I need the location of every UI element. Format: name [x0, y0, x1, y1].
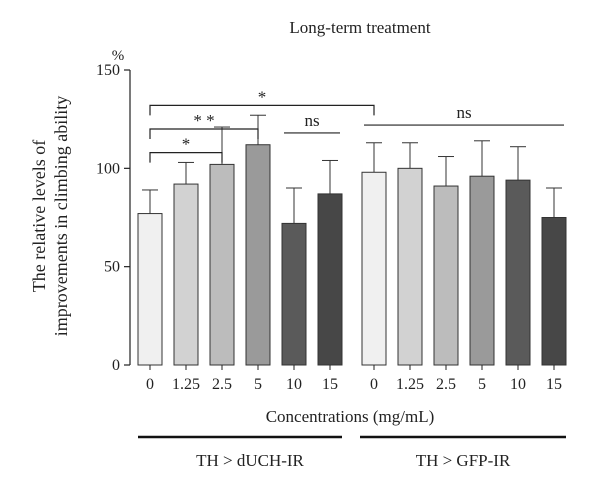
x-tick-label: 5: [478, 376, 486, 393]
chart-title: Long-term treatment: [289, 18, 430, 37]
significance-bracket: [149, 152, 223, 163]
x-tick-label: 15: [322, 376, 338, 393]
y-axis-label-line-1: The relative levels of: [29, 140, 49, 292]
y-axis-label-line-2: improvements in climbing ability: [51, 96, 71, 336]
bar: [433, 185, 459, 366]
x-tick-label: 2.5: [436, 376, 456, 393]
x-tick-label: 0: [370, 376, 378, 393]
significance-label: *: [258, 87, 267, 106]
x-tick-label: 0: [146, 376, 154, 393]
bar: [361, 171, 387, 366]
bar: [397, 167, 423, 366]
y-tick-label: 100: [96, 160, 120, 177]
x-axis-label: Concentrations (mg/mL): [266, 407, 435, 426]
bar: [137, 213, 163, 366]
group-label: TH > dUCH-IR: [196, 451, 304, 470]
x-tick-label: 15: [546, 376, 562, 393]
bar: [317, 193, 343, 366]
y-tick-label: 150: [96, 62, 120, 79]
y-tick-label: 50: [104, 259, 120, 276]
x-tick-label: 5: [254, 376, 262, 393]
y-axis-label: The relative levels of improvements in c…: [29, 96, 71, 336]
x-tick-label: 1.25: [396, 376, 424, 393]
bar: [281, 222, 307, 366]
significance-label: *: [182, 135, 191, 154]
x-tick-label: 10: [286, 376, 302, 393]
significance-label: ns: [456, 103, 471, 122]
significance-bracket: [149, 104, 375, 116]
bar: [469, 175, 495, 366]
bar: [505, 179, 531, 366]
plot-area: 0 50 100 150 0 1.25 2.5 5 10 15 TH > dUCH-IR 0 1.25 2…: [96, 62, 567, 470]
y-unit-label: %: [112, 48, 125, 64]
x-tick-label: 10: [510, 376, 526, 393]
x-tick-label: 1.25: [172, 376, 200, 393]
bar: [245, 144, 271, 366]
bar: [173, 183, 199, 366]
bar: [209, 163, 235, 366]
significance-bracket: [149, 128, 259, 139]
bar: [541, 217, 567, 366]
significance-label: ns: [304, 111, 319, 130]
y-tick-label: 0: [112, 357, 120, 374]
significance-label: * *: [193, 111, 214, 130]
x-tick-label: 2.5: [212, 376, 232, 393]
group-label: TH > GFP-IR: [416, 451, 511, 470]
